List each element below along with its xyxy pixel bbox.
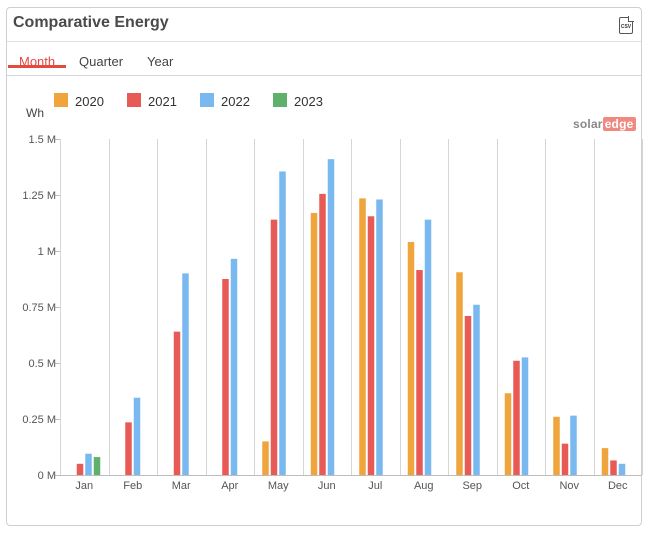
logo-text-solar: solar	[573, 117, 603, 131]
bar-sep-2021[interactable]	[464, 315, 472, 475]
legend-label-2020[interactable]: 2020	[75, 94, 104, 109]
bar-apr-2022[interactable]	[230, 258, 238, 475]
bar-mar-2021[interactable]	[173, 331, 181, 475]
chart-legend: 2020 2021 2022 2023	[54, 93, 323, 109]
bar-jun-2022[interactable]	[327, 159, 335, 475]
csv-export-icon[interactable]: CSV	[619, 16, 634, 34]
bar-feb-2022[interactable]	[133, 397, 141, 475]
x-tick-label: Aug	[414, 480, 434, 492]
bar-jul-2020[interactable]	[359, 198, 366, 476]
bar-jan-2021[interactable]	[76, 463, 84, 475]
bar-jul-2022[interactable]	[376, 199, 383, 476]
bar-aug-2021[interactable]	[416, 270, 423, 475]
x-tick-label: Jul	[368, 480, 382, 492]
x-axis: Jan Feb Mar Apr May Jun Jul Aug Sep Oct Nov Dec	[75, 480, 628, 492]
x-tick-label: Jan	[75, 480, 93, 492]
bar-sep-2022[interactable]	[473, 304, 480, 475]
bar-may-2020[interactable]	[262, 441, 269, 475]
x-tick-label: Mar	[172, 480, 191, 492]
chart-grid	[60, 139, 643, 476]
csv-icon-label: CSV	[620, 24, 632, 30]
bar-dec-2022[interactable]	[618, 463, 626, 475]
x-tick-label: Apr	[221, 480, 238, 492]
panel-title: Comparative Energy	[13, 14, 169, 31]
bar-sep-2020[interactable]	[456, 272, 463, 475]
period-tabs: Month Quarter Year	[7, 42, 641, 76]
bar-jan-2022[interactable]	[85, 453, 92, 475]
legend-label-2022[interactable]: 2022	[221, 94, 250, 109]
tab-quarter[interactable]: Quarter	[79, 54, 124, 69]
y-tick-label: 1.5 M	[28, 134, 56, 146]
y-tick-label: 0.5 M	[28, 358, 56, 370]
legend-swatch-2023[interactable]	[273, 93, 287, 107]
tab-year[interactable]: Year	[147, 54, 174, 69]
x-tick-label: May	[268, 480, 289, 492]
bar-nov-2021[interactable]	[561, 443, 569, 475]
bar-jun-2021[interactable]	[319, 193, 326, 475]
y-tick-label: 0 M	[38, 470, 56, 482]
y-tick-label: 0.75 M	[22, 302, 56, 314]
y-tick-label: 1 M	[38, 246, 56, 258]
x-tick-label: Sep	[462, 480, 482, 492]
x-tick-label: Feb	[123, 480, 142, 492]
bar-nov-2020[interactable]	[553, 416, 560, 475]
legend-swatch-2021[interactable]	[127, 93, 141, 107]
bar-may-2021[interactable]	[270, 219, 278, 475]
bar-aug-2020[interactable]	[407, 242, 415, 475]
x-tick-label: Dec	[608, 480, 628, 492]
legend-swatch-2022[interactable]	[200, 93, 214, 107]
panel-header: Comparative Energy CSV	[7, 8, 641, 42]
logo-text-edge: edge	[602, 117, 636, 131]
bar-feb-2021[interactable]	[125, 422, 132, 475]
x-tick-label: Jun	[318, 480, 336, 492]
bar-dec-2021[interactable]	[610, 460, 617, 475]
y-axis-unit-label: Wh	[26, 106, 44, 120]
chart-bars	[76, 159, 626, 476]
bar-mar-2022[interactable]	[182, 273, 189, 475]
x-tick-label: Oct	[512, 480, 529, 492]
active-tab-underline	[8, 65, 66, 68]
bar-oct-2020[interactable]	[504, 393, 512, 475]
bar-oct-2022[interactable]	[521, 357, 529, 475]
bar-may-2022[interactable]	[279, 171, 286, 476]
bar-oct-2021[interactable]	[513, 360, 520, 475]
solaredge-logo: solar edge	[573, 117, 636, 131]
y-tick-label: 1.25 M	[22, 190, 56, 202]
bar-dec-2020[interactable]	[601, 448, 609, 475]
bar-jun-2020[interactable]	[310, 212, 318, 476]
bar-nov-2022[interactable]	[570, 415, 577, 475]
x-tick-label: Nov	[559, 480, 579, 492]
bar-jan-2023[interactable]	[93, 457, 101, 475]
legend-swatch-2020[interactable]	[54, 93, 68, 107]
legend-label-2023[interactable]: 2023	[294, 94, 323, 109]
y-tick-label: 0.25 M	[22, 414, 56, 426]
y-axis: 0 M 0.25 M 0.5 M 0.75 M 1 M 1.25 M 1.5 M	[22, 134, 60, 482]
legend-label-2021[interactable]: 2021	[148, 94, 177, 109]
bar-jul-2021[interactable]	[367, 216, 375, 475]
bar-aug-2022[interactable]	[424, 219, 432, 475]
bar-apr-2021[interactable]	[222, 279, 229, 475]
